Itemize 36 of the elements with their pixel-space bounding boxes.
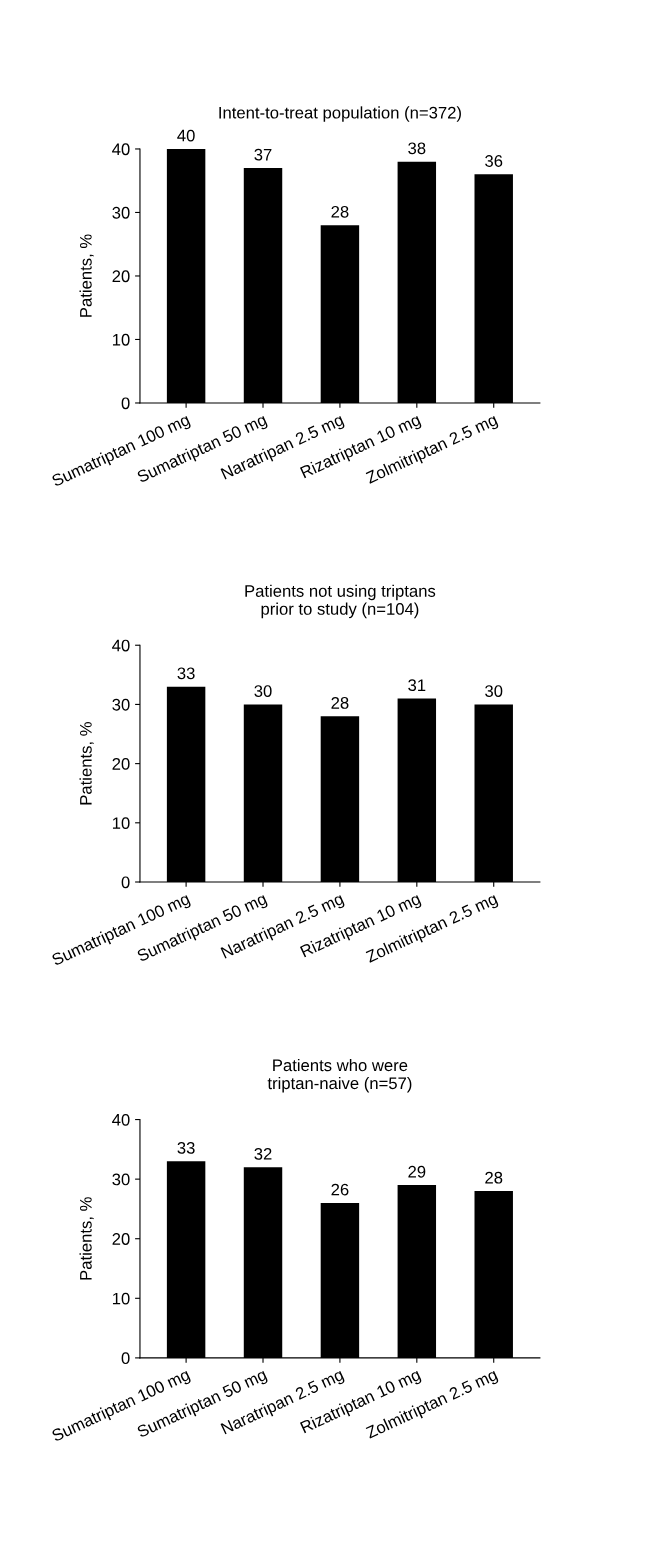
data-label: 40 <box>177 129 195 142</box>
y-tick-label: 10 <box>112 1292 130 1305</box>
data-label: 30 <box>485 685 503 697</box>
y-tick-label: 30 <box>112 698 130 711</box>
y-tick-label: 0 <box>121 876 130 889</box>
data-label: 28 <box>331 205 349 218</box>
data-label: 33 <box>177 667 195 680</box>
data-label: 33 <box>177 1142 195 1154</box>
data-label: 28 <box>331 697 349 709</box>
data-label: 32 <box>254 1147 272 1160</box>
y-tick-label: 40 <box>112 143 130 156</box>
y-tick-label: 10 <box>112 333 130 346</box>
chart-title: Patients not using triptans prior to study (n=104) <box>245 584 436 619</box>
data-label: 38 <box>408 142 426 155</box>
data-label: 31 <box>408 679 426 692</box>
chart-title: Patients who were triptan-naive (n=57) <box>267 1058 412 1093</box>
y-tick-label: 20 <box>112 758 130 770</box>
y-tick-label: 20 <box>112 1233 130 1245</box>
y-tick-label: 0 <box>121 1352 130 1365</box>
y-tick-label: 10 <box>112 817 130 830</box>
y-tick-label: 40 <box>112 639 130 652</box>
data-label: 29 <box>408 1165 426 1178</box>
y-tick-label: 0 <box>121 397 130 410</box>
y-tick-label: 40 <box>112 1113 130 1126</box>
data-label: 26 <box>331 1183 349 1196</box>
data-label: 37 <box>254 148 272 161</box>
y-axis-title: Patients, % <box>79 234 94 317</box>
y-tick-label: 20 <box>112 270 130 283</box>
data-label: 28 <box>485 1171 503 1184</box>
data-label: 36 <box>485 155 503 167</box>
y-tick-label: 30 <box>112 1173 130 1186</box>
chart-title: Intent-to-treat population (n=372) <box>219 106 461 122</box>
y-tick-label: 30 <box>112 206 130 219</box>
y-axis-title: Patients, % <box>79 1197 94 1280</box>
data-label: 30 <box>254 685 272 697</box>
y-axis-title: Patients, % <box>79 722 94 805</box>
